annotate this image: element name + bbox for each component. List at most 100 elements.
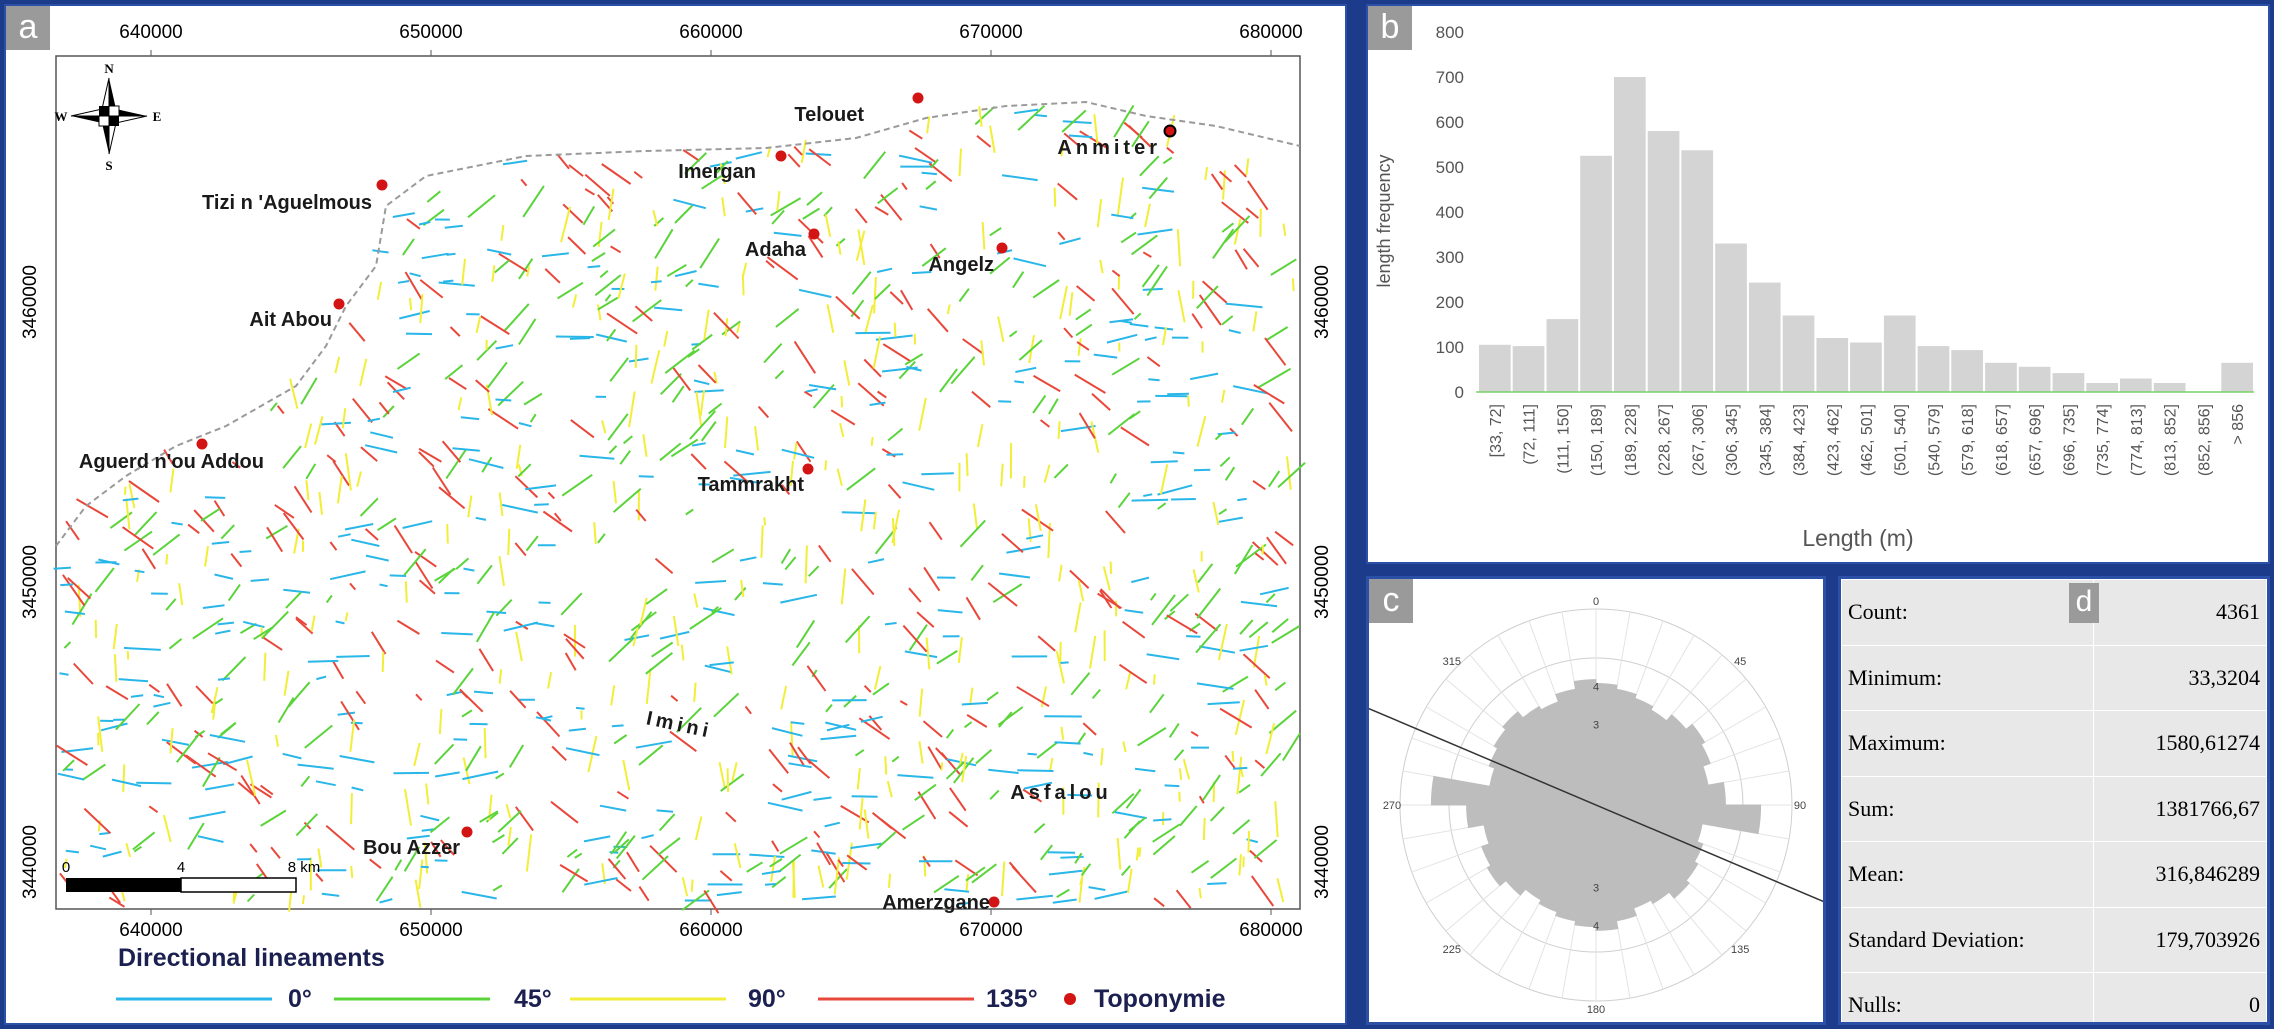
lineament-segment xyxy=(1166,146,1175,154)
toponym-dot xyxy=(333,298,345,310)
lineament-segment xyxy=(1091,392,1111,411)
lineament-segment xyxy=(491,834,505,844)
lineament-segment xyxy=(772,783,783,793)
lineament-segment xyxy=(958,288,970,303)
stat-row: Maximum: 1580,61274 xyxy=(1841,710,2267,777)
lineament-segment xyxy=(1217,623,1228,661)
lineament-segment xyxy=(900,289,914,311)
y-tick-label: 3460000 xyxy=(20,265,41,339)
lineament-segment xyxy=(682,149,701,162)
lineament-segment xyxy=(617,273,626,299)
lineament-segment xyxy=(1221,389,1226,403)
lineament-segment xyxy=(434,771,460,778)
lineament-segment xyxy=(393,525,413,554)
lineament-segment xyxy=(565,638,585,660)
lineament-segment xyxy=(771,840,780,852)
lineament-segment xyxy=(1219,170,1233,183)
lineament-segment xyxy=(1054,741,1081,745)
lineament-segment xyxy=(1117,492,1131,509)
lineament-segment xyxy=(440,839,455,856)
lineament-segment xyxy=(664,349,696,374)
lineament-segment xyxy=(833,857,840,895)
x-tick-label: 660000 xyxy=(679,22,742,43)
lineament-segment xyxy=(868,715,883,731)
lineament-segment xyxy=(446,524,449,544)
lineament-segment xyxy=(610,245,622,254)
lineament-segment xyxy=(443,279,454,283)
lineament-segment xyxy=(919,205,938,211)
lineament-segment xyxy=(851,271,872,295)
legend-title: Directional lineaments xyxy=(118,944,385,972)
lineament-segment xyxy=(749,853,785,858)
lineament-segment xyxy=(261,610,289,640)
histogram-bar xyxy=(1985,362,2017,393)
lineament-segment xyxy=(441,632,473,636)
lineament-segment xyxy=(775,308,800,328)
lineament-segment xyxy=(426,190,441,203)
lineament-segment xyxy=(1233,164,1247,178)
stat-value: 1381766,67 xyxy=(2093,775,2267,842)
lineament-segment xyxy=(122,497,139,502)
lineament-segment xyxy=(153,693,165,699)
lineament-segment xyxy=(771,876,787,889)
lineament-segment xyxy=(1057,231,1066,241)
lineament-segment xyxy=(63,641,72,649)
x-tick-label: (267, 306] xyxy=(1690,404,1707,476)
lineament-segment xyxy=(204,496,226,499)
lineament-segment xyxy=(989,227,1002,237)
lineament-segment xyxy=(860,715,883,723)
lineament-segment xyxy=(1068,292,1074,316)
lineament-segment xyxy=(349,719,356,752)
lineament-segment xyxy=(1111,213,1134,220)
x-axis-bottom: 640000 650000 660000 670000 680000 xyxy=(119,909,1303,941)
lineament-segment xyxy=(420,814,440,822)
lineament-segment xyxy=(684,152,707,175)
lineament-segment xyxy=(965,453,969,477)
rose-petal xyxy=(1538,804,1597,913)
lineament-segment xyxy=(841,511,877,515)
lineament-segment xyxy=(649,844,678,873)
toponym-label: Asfalou xyxy=(1010,782,1111,804)
lineament-segment xyxy=(364,528,379,541)
lineament-segment xyxy=(778,853,802,873)
lineament-segment xyxy=(295,813,319,837)
south-label: S xyxy=(105,158,112,173)
x-axis-top: 640000 650000 660000 670000 680000 xyxy=(119,22,1303,56)
lineament-segment xyxy=(1032,279,1060,299)
lineament-segment xyxy=(1198,294,1222,326)
lineament-segment xyxy=(1178,768,1183,780)
lineament-segment xyxy=(789,460,794,486)
lineament-segment xyxy=(884,622,897,626)
lineament-segment xyxy=(891,755,900,763)
lineament-segment xyxy=(971,390,991,408)
lineament-segment xyxy=(716,891,742,897)
lineament-segment xyxy=(344,453,352,491)
lineament-segment xyxy=(1219,456,1231,468)
rose-petal xyxy=(1595,697,1654,806)
lineament-segment xyxy=(1173,749,1185,761)
lineament-segment xyxy=(193,509,215,533)
lineament-segment xyxy=(817,544,832,563)
x-tick-label: (540, 579] xyxy=(1927,404,1944,476)
lineament-segment xyxy=(873,665,882,690)
lineament-segment xyxy=(671,385,685,403)
lineament-segment xyxy=(795,440,812,463)
lineament-segment xyxy=(923,566,941,592)
lineament-segment xyxy=(514,475,539,499)
lineament-segment xyxy=(414,879,422,908)
lineament-segment xyxy=(1016,894,1054,901)
lineament-segment xyxy=(656,809,674,813)
lineament-segment xyxy=(381,651,385,673)
lineament-segment xyxy=(781,790,812,801)
y-tick-label: 3460000 xyxy=(1312,265,1333,339)
histogram-bar xyxy=(2221,362,2253,393)
toponym-dot xyxy=(996,242,1008,254)
lineament-segment xyxy=(611,724,624,728)
toponym-label: Adaha xyxy=(745,239,807,261)
lineament-segment xyxy=(406,218,421,230)
lineament-segment xyxy=(645,652,674,675)
lineament-segment xyxy=(384,375,408,391)
lineament-segment xyxy=(798,288,832,298)
lineament-segment xyxy=(315,873,324,882)
lineament-segment xyxy=(295,617,314,635)
